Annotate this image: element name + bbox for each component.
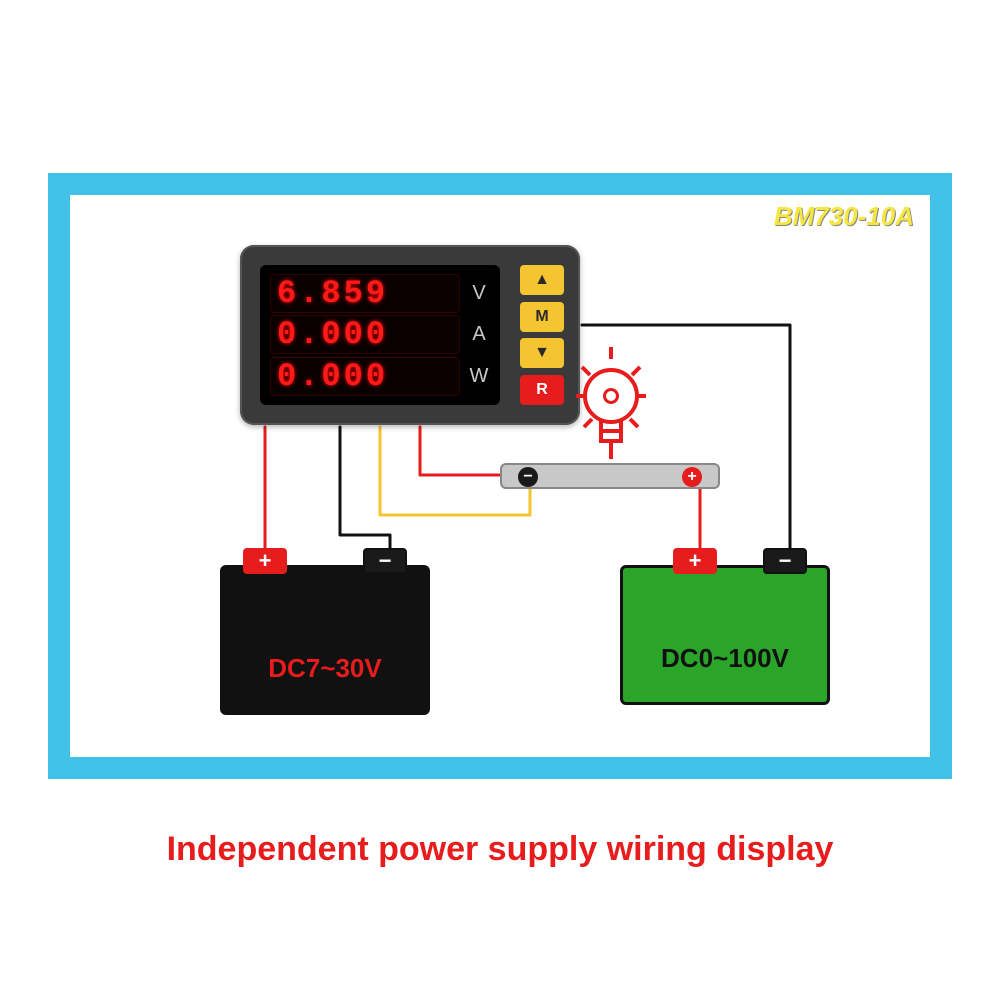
battery1-label: DC7~30V: [223, 653, 427, 684]
battery1-plus-terminal: +: [243, 548, 287, 574]
battery2-plus-terminal: +: [673, 548, 717, 574]
diagram-frame: BM730-10A 6.859 V 0.000 A 0.000 W ▲ M ▼ R: [48, 173, 952, 779]
meter-screen: 6.859 V 0.000 A 0.000 W: [260, 265, 500, 405]
load-terminal-neg: −: [518, 467, 538, 487]
reset-button[interactable]: R: [520, 375, 564, 405]
meter-device: 6.859 V 0.000 A 0.000 W ▲ M ▼ R: [240, 245, 580, 425]
battery-supply: + − DC7~30V: [220, 565, 430, 715]
mode-button[interactable]: M: [520, 302, 564, 332]
power-value: 0.000: [270, 357, 460, 396]
wire: [340, 427, 390, 555]
meter-button-col: ▲ M ▼ R: [520, 265, 564, 405]
model-label: BM730-10A: [774, 201, 914, 232]
battery2-minus-terminal: −: [763, 548, 807, 574]
battery-measured: + − DC0~100V: [620, 565, 830, 705]
meter-row-power: 0.000 W: [270, 358, 490, 394]
voltage-value: 6.859: [270, 274, 460, 313]
voltage-unit: V: [468, 282, 490, 305]
lightbulb-icon: [576, 341, 646, 461]
current-unit: A: [468, 323, 490, 346]
load-base: − +: [500, 463, 720, 489]
down-button[interactable]: ▼: [520, 338, 564, 368]
wire: [420, 427, 510, 475]
caption-text: Independent power supply wiring display: [0, 830, 1000, 869]
meter-row-voltage: 6.859 V: [270, 276, 490, 312]
meter-row-current: 0.000 A: [270, 317, 490, 353]
up-button[interactable]: ▲: [520, 265, 564, 295]
battery1-minus-terminal: −: [363, 548, 407, 574]
battery2-label: DC0~100V: [623, 643, 827, 674]
power-unit: W: [468, 365, 490, 388]
current-value: 0.000: [270, 315, 460, 354]
load-terminal-pos: +: [682, 467, 702, 487]
